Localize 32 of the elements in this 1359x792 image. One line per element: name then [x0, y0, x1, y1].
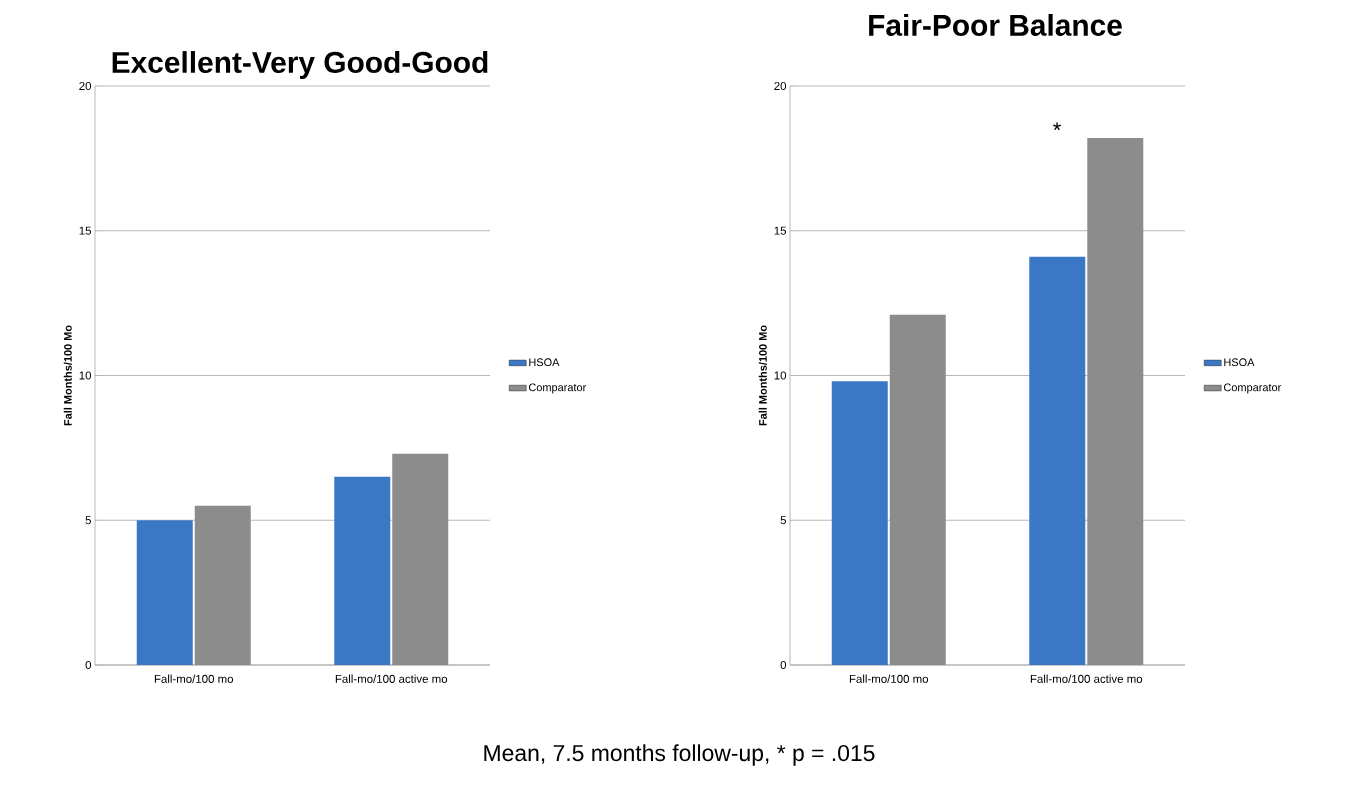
y-tick-label: 10 — [79, 371, 92, 380]
y-tick-label: 20 — [774, 81, 787, 91]
chart-title: Excellent-Very Good-Good — [112, 51, 488, 79]
legend-label: Comparator — [528, 383, 587, 394]
bar — [1087, 138, 1144, 665]
legend-label: Comparator — [1223, 383, 1282, 394]
y-tick-label: 5 — [85, 516, 91, 525]
x-tick-label: Fall-mo/100 mo — [849, 674, 929, 683]
y-tick-label: 0 — [85, 660, 92, 670]
bar — [889, 314, 946, 665]
bar — [1029, 256, 1086, 665]
bar — [831, 381, 888, 665]
bar — [334, 476, 391, 665]
bar — [194, 505, 251, 665]
y-tick-label: 15 — [774, 226, 787, 235]
y-tick-label: 10 — [774, 371, 787, 380]
legend-label: HSOA — [1224, 358, 1255, 367]
text: Mean, 7.5 months follow-up, * p = .015 — [484, 744, 875, 766]
chart-title: Fair-Poor Balance — [869, 14, 1122, 36]
y-tick-label: 5 — [780, 516, 787, 525]
y-axis-title: Fall Months/100 Mo — [758, 325, 767, 426]
annotation: * — [1053, 122, 1061, 131]
y-tick-label: 0 — [780, 660, 787, 670]
x-tick-label: Fall-mo/100 active mo — [1030, 674, 1143, 683]
y-axis-title: Fall Months/100 Mo — [63, 325, 72, 426]
bar — [136, 520, 193, 665]
x-tick-label: Fall-mo/100 mo — [154, 674, 234, 683]
x-tick-label: Fall-mo/100 active mo — [335, 674, 448, 683]
y-tick-label: 20 — [79, 81, 92, 91]
y-tick-label: 15 — [79, 226, 91, 235]
bar — [392, 453, 449, 665]
legend-label: HSOA — [529, 358, 560, 367]
